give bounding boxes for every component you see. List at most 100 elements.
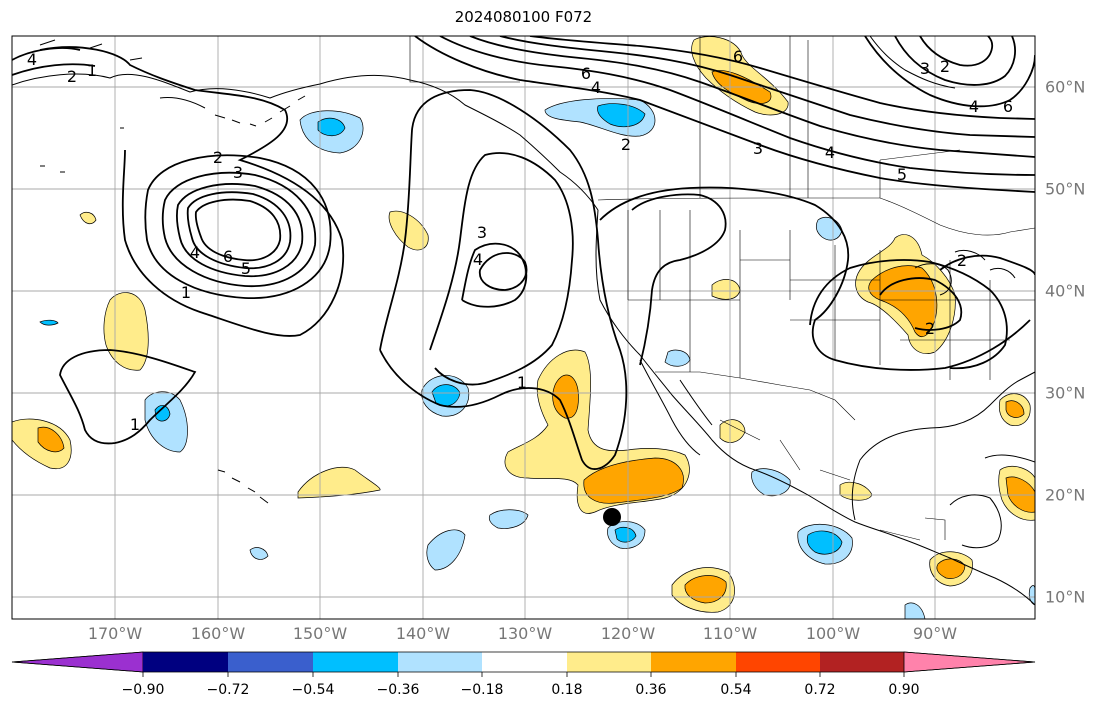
anomaly-positive-area bbox=[297, 466, 381, 499]
colorbar-tick-label: 0.90 bbox=[888, 682, 920, 698]
great-lakes bbox=[914, 249, 1016, 296]
anomaly-positive-area bbox=[839, 481, 873, 501]
contour-jet-3 bbox=[439, 36, 1035, 176]
contour-northeast bbox=[939, 254, 1035, 276]
contour-aleutian-low-ring bbox=[176, 183, 304, 278]
province-borders bbox=[699, 36, 961, 198]
anomaly-negative-area bbox=[1028, 585, 1035, 606]
contour-label: 1 bbox=[517, 373, 527, 392]
anomaly-negative-core bbox=[317, 117, 346, 137]
anomaly-positive-area bbox=[79, 211, 97, 225]
longitude-label: 100°W bbox=[805, 624, 861, 643]
longitude-label: 120°W bbox=[600, 624, 656, 643]
colorbar-segment bbox=[143, 652, 228, 672]
alaska-island bbox=[39, 39, 143, 61]
contour-west-us-lobe bbox=[631, 193, 727, 366]
colorbar-tick-label: −0.90 bbox=[121, 682, 165, 698]
longitude-label: 140°W bbox=[395, 624, 451, 643]
contour-label: 2 bbox=[957, 251, 967, 270]
anomaly-positive-core bbox=[552, 374, 579, 419]
colorbar-extend-high bbox=[903, 651, 1036, 673]
us-canada-border bbox=[597, 197, 1035, 236]
contour-label: 4 bbox=[27, 50, 37, 69]
colorbar-segment bbox=[398, 652, 482, 672]
contour-nw-corner bbox=[12, 47, 96, 76]
contour-gulf-alaska-center bbox=[478, 252, 528, 291]
contour-label: 3 bbox=[233, 163, 243, 182]
colorbar-extend-low bbox=[11, 651, 144, 673]
shaded-anomaly-areas bbox=[12, 36, 1035, 619]
contour-plains-trough bbox=[809, 259, 1008, 370]
contour-jet-2 bbox=[414, 36, 1035, 193]
contour-jet-5 bbox=[499, 36, 1035, 138]
gulf-coast bbox=[851, 371, 1035, 521]
west-coast bbox=[595, 209, 1035, 606]
contour-label: 1 bbox=[130, 415, 140, 434]
longitude-label: 90°W bbox=[912, 624, 958, 643]
contour-label: 6 bbox=[223, 247, 233, 266]
contour-aleutian-low-ring bbox=[144, 154, 332, 299]
contour-label: 2 bbox=[213, 148, 223, 167]
black-dot-marker bbox=[603, 508, 621, 526]
colorbar-tick-label: 0.72 bbox=[804, 682, 836, 698]
anomaly-negative-area bbox=[249, 547, 269, 560]
contour-label: 2 bbox=[67, 67, 77, 86]
contour-west-us bbox=[599, 186, 1031, 371]
contour-label: 2 bbox=[940, 57, 950, 76]
mexico-state-borders bbox=[719, 419, 946, 541]
colorbar-tick-label: 0.36 bbox=[635, 682, 667, 698]
anomaly-positive-area bbox=[719, 419, 746, 443]
contour-aleutian-low-outer bbox=[39, 46, 344, 337]
hudson-bay-coast bbox=[869, 36, 956, 89]
colorbar-segment bbox=[313, 652, 398, 672]
contour-label: 4 bbox=[473, 250, 483, 269]
contour-subtropical-one bbox=[59, 349, 197, 445]
coastlines bbox=[12, 36, 1035, 606]
longitude-label: 170°W bbox=[87, 624, 143, 643]
contour-gulf-alaska-inner bbox=[429, 152, 574, 386]
anomaly-negative-area bbox=[904, 602, 926, 619]
cuba bbox=[984, 454, 1035, 463]
anomaly-negative-area bbox=[39, 319, 59, 326]
longitude-label: 150°W bbox=[292, 624, 348, 643]
anomaly-negative-area bbox=[816, 216, 843, 241]
colorbar-tick-label: −0.36 bbox=[376, 682, 420, 698]
longitude-label: 110°W bbox=[702, 624, 758, 643]
map-frame bbox=[11, 35, 1036, 620]
anomaly-positive-area bbox=[711, 279, 741, 300]
colorbar-segment bbox=[228, 652, 313, 672]
contour-hudson-low-outer bbox=[864, 36, 1035, 108]
alaska-canada-border bbox=[409, 36, 520, 83]
small-islands bbox=[40, 127, 124, 173]
colorbar-tick-label: −0.72 bbox=[206, 682, 250, 698]
colorbar-segment bbox=[736, 652, 820, 672]
contour-label: 3 bbox=[477, 223, 487, 242]
contour-label: 5 bbox=[897, 165, 907, 184]
anomaly-positive-area bbox=[103, 292, 149, 371]
map-title: 2024080100 F072 bbox=[454, 8, 593, 26]
contour-label: 4 bbox=[591, 78, 601, 97]
latitude-label: 20°N bbox=[1045, 485, 1086, 505]
anomaly-negative-core bbox=[154, 405, 171, 422]
colorbar-segment bbox=[820, 652, 904, 672]
contour-aleutian-low-ring bbox=[161, 171, 317, 287]
latitude-label: 10°N bbox=[1045, 587, 1086, 607]
anomaly-positive-core bbox=[583, 457, 684, 504]
anomaly-negative-core bbox=[614, 526, 637, 543]
colorbar-segment bbox=[567, 652, 651, 672]
contour-aleutian-low-ring bbox=[186, 191, 292, 270]
contour-lines bbox=[12, 36, 1035, 470]
latitude-label: 40°N bbox=[1045, 281, 1086, 301]
contour-label: 6 bbox=[1003, 97, 1013, 116]
anomaly-positive-area bbox=[388, 210, 429, 251]
anomaly-positive-core bbox=[1005, 400, 1025, 418]
contour-jet-6 bbox=[529, 36, 1035, 120]
yucatan-coast bbox=[949, 494, 1002, 549]
anomaly-negative-area bbox=[144, 391, 188, 453]
map-area: 4 2 1 2 3 4 6 5 1 3 4 1 1 6 4 2 3 4 5 6 … bbox=[12, 36, 1035, 619]
contour-label: 3 bbox=[753, 139, 763, 158]
contour-label: 2 bbox=[925, 319, 935, 338]
colorbar-ticks bbox=[142, 672, 905, 677]
latitude-label: 50°N bbox=[1045, 179, 1086, 199]
